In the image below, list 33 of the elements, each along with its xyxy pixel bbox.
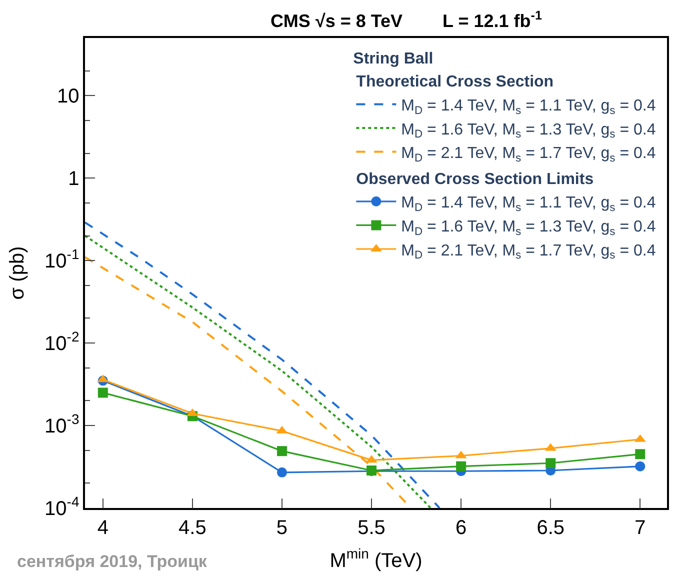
y-tick-label: 10$^{-2}$ (44, 328, 80, 356)
legend-label: M$_{D}$ = 2.1 TeV, M$_{s}$ = 1.7 TeV, g$_{s}$ = 0.4 (401, 242, 656, 262)
x-tick-label: 5.5 (358, 516, 386, 539)
annotation: Observed Cross Section Limits (356, 170, 594, 188)
x-tick-label: 6 (455, 516, 467, 539)
point (276, 467, 287, 478)
x-tick-label: 4.5 (178, 516, 206, 539)
legend-label: M$_{D}$ = 1.6 TeV, M$_{s}$ = 1.3 TeV, g$_{s}$ = 0.4 (401, 218, 656, 238)
x-tick-label: 5 (276, 516, 288, 539)
y-tick-label: 10 (57, 86, 80, 108)
legend-label: M$_{D}$ = 1.4 TeV, M$_{s}$ = 1.1 TeV, g$_{s}$ = 0.4 (401, 194, 656, 214)
x-tick-label: 7 (634, 516, 646, 539)
chart-title: CMS √s = 8 TeV L = 12.1 fb$^{-1}$ (270, 8, 542, 31)
y-tick-label: 10$^{-3}$ (44, 411, 80, 438)
x-tick-label: 6.5 (536, 516, 565, 539)
y-tick-label: 10$^{-1}$ (44, 246, 80, 273)
annotation: Theoretical Cross Section (356, 74, 554, 91)
legend-label: M$_{D}$ = 1.4 TeV, M$_{s}$ = 1.1 TeV, g$_{s}$ = 0.4 (401, 97, 656, 117)
legend-title: String Ball (353, 50, 434, 68)
x-tick-label: 4 (97, 516, 108, 539)
y-axis-title: σ (pb) (6, 246, 29, 300)
point (276, 446, 287, 456)
point (635, 461, 646, 472)
x-axis-title: M$^{min}$ (TeV) (330, 545, 422, 572)
legend-label: M$_{D}$ = 2.1 TeV, M$_{s}$ = 1.7 TeV, g$_{s}$ = 0.4 (401, 145, 656, 164)
point (456, 461, 466, 472)
point (98, 388, 108, 398)
text: сентября 2019, Троицк (17, 552, 208, 571)
legend-label: M$_{D}$ = 1.6 TeV, M$_{s}$ = 1.3 TeV, g$_{s}$ = 0.4 (401, 121, 656, 141)
point (546, 458, 556, 468)
y-tick-label: 10$^{-4}$ (44, 494, 80, 520)
y-tick-label: 1 (68, 168, 80, 190)
point (635, 449, 646, 460)
